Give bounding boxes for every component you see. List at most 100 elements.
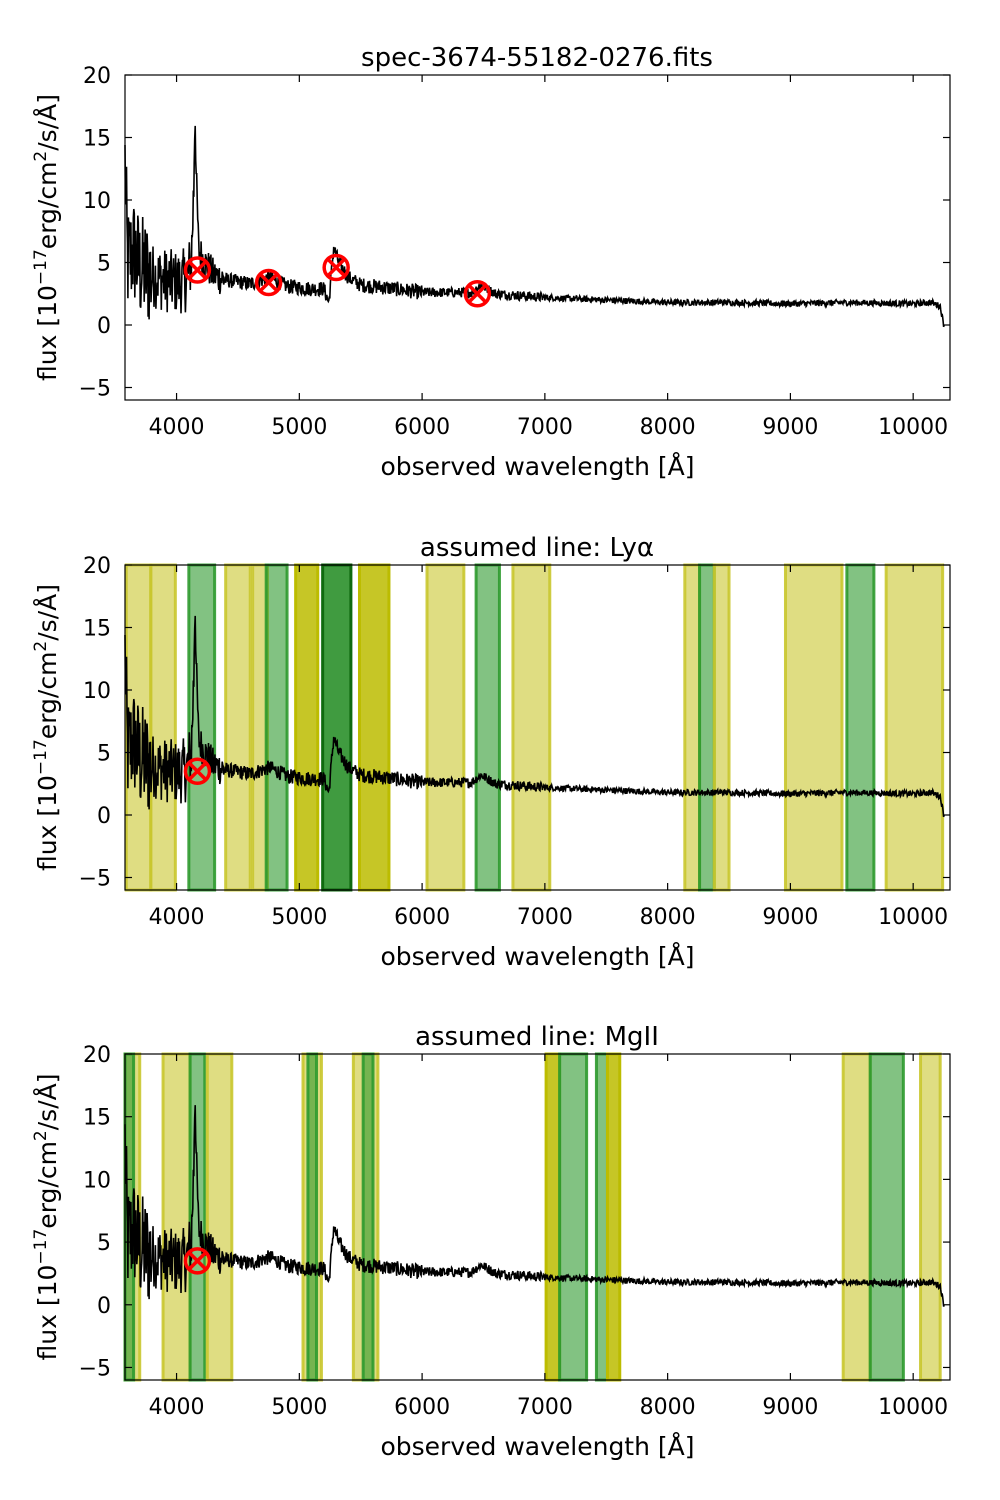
x-tick-label: 7000 <box>517 1395 573 1420</box>
x-tick-label: 7000 <box>517 905 573 930</box>
x-ticks: 4000 5000 6000 7000 8000 9000 10000 <box>149 565 948 930</box>
line-band-yellow <box>205 1052 234 1382</box>
line-band-yellow <box>783 563 844 892</box>
y-ticks: −5 0 5 10 15 20 <box>79 554 950 892</box>
line-band-green <box>868 1052 905 1382</box>
line-band-olive <box>357 563 391 892</box>
y-tick-label: 15 <box>83 617 111 642</box>
line-markers <box>183 253 492 308</box>
line-band-darkgreen <box>321 563 353 892</box>
y-tick-label: 20 <box>83 64 111 89</box>
x-tick-label: 10000 <box>878 905 948 930</box>
line-band-green <box>264 563 289 892</box>
line-band-olive <box>605 1052 622 1382</box>
x-ticks: 4000 5000 6000 7000 8000 9000 10000 <box>149 1054 948 1420</box>
line-marker <box>322 253 350 282</box>
y-tick-label: 20 <box>83 554 111 579</box>
line-bands <box>123 1052 942 1382</box>
line-band-green <box>306 1052 319 1382</box>
line-band-green <box>474 563 501 892</box>
y-tick-label: 10 <box>83 1168 111 1193</box>
x-tick-label: 4000 <box>149 905 205 930</box>
line-band-olive <box>294 563 320 892</box>
panel-title: assumed line: Lyα <box>420 533 654 563</box>
line-bands <box>124 563 945 892</box>
spectrum-trace <box>124 125 945 328</box>
line-markers <box>183 757 212 785</box>
line-marker <box>463 280 492 308</box>
y-tick-label: 0 <box>97 314 111 339</box>
x-tick-label: 9000 <box>762 905 818 930</box>
x-ticks: 4000 5000 6000 7000 8000 9000 10000 <box>149 75 948 440</box>
line-marker <box>183 256 212 284</box>
x-tick-label: 5000 <box>271 415 327 440</box>
x-axis-label: observed wavelength [Å] <box>380 1432 694 1461</box>
spectrum-line <box>124 125 945 328</box>
line-marker <box>254 268 283 297</box>
y-tick-label: 5 <box>97 252 111 277</box>
y-axis-label: flux [10−17erg/cm2/s/Å] <box>31 94 62 381</box>
y-tick-label: 5 <box>97 742 111 767</box>
x-tick-label: 5000 <box>271 905 327 930</box>
x-tick-label: 10000 <box>878 415 948 440</box>
line-band-yellow <box>224 563 252 892</box>
x-tick-label: 8000 <box>640 905 696 930</box>
panel-title: spec-3674-55182-0276.fits <box>361 43 713 73</box>
line-band-yellow <box>511 563 552 892</box>
y-tick-label: 10 <box>83 679 111 704</box>
plot-frame <box>124 74 951 401</box>
panel-title: assumed line: MgII <box>415 1022 659 1052</box>
line-band-yellow <box>919 1052 942 1382</box>
spectrum-line <box>124 615 945 818</box>
plot-frame <box>124 564 951 891</box>
y-tick-label: 5 <box>97 1231 111 1256</box>
line-band-green <box>594 1052 609 1382</box>
x-axis-label: observed wavelength [Å] <box>380 452 694 481</box>
panel-mgii: assumed line: MgII 4000 5000 6000 7000 8000 9… <box>31 1022 951 1461</box>
line-band-green <box>558 1052 589 1382</box>
x-tick-label: 6000 <box>394 905 450 930</box>
y-tick-label: 20 <box>83 1043 111 1068</box>
line-band-green <box>187 563 217 892</box>
spectrum-trace <box>124 1105 945 1307</box>
x-tick-label: 6000 <box>394 1395 450 1420</box>
line-band-olive <box>544 1052 562 1382</box>
line-band-green <box>845 563 876 892</box>
line-band-yellow <box>425 563 466 892</box>
y-axis-label: flux [10−17erg/cm2/s/Å] <box>31 584 62 871</box>
spectrum-line <box>124 1105 945 1307</box>
y-tick-label: −5 <box>79 1356 111 1381</box>
panel-lya: assumed line: Lyα 4000 5000 6000 7000 8000 90… <box>31 533 951 971</box>
line-band-yellow <box>161 1052 192 1382</box>
y-ticks: −5 0 5 10 15 20 <box>79 64 950 402</box>
panel-observed: spec-3674-55182-0276.fits 4000 5000 6000 70… <box>31 43 951 481</box>
x-tick-label: 4000 <box>149 1395 205 1420</box>
line-marker <box>183 1247 212 1275</box>
line-band-green <box>698 563 716 892</box>
y-tick-label: 0 <box>97 1294 111 1319</box>
y-tick-label: 15 <box>83 1106 111 1131</box>
x-tick-label: 8000 <box>640 415 696 440</box>
y-tick-label: −5 <box>79 377 111 402</box>
spectrum-trace <box>124 615 945 818</box>
line-band-green <box>361 1052 375 1382</box>
line-band-yellow <box>149 563 177 892</box>
y-tick-label: −5 <box>79 867 111 892</box>
y-tick-label: 10 <box>83 189 111 214</box>
x-tick-label: 6000 <box>394 415 450 440</box>
y-tick-label: 0 <box>97 804 111 829</box>
x-tick-label: 5000 <box>271 1395 327 1420</box>
x-tick-label: 8000 <box>640 1395 696 1420</box>
line-marker <box>183 757 212 785</box>
x-tick-label: 7000 <box>517 415 573 440</box>
y-ticks: −5 0 5 10 15 20 <box>79 1043 950 1381</box>
x-tick-label: 9000 <box>762 1395 818 1420</box>
line-band-yellow <box>683 563 702 892</box>
line-band-yellow <box>712 563 731 892</box>
x-tick-label: 10000 <box>878 1395 948 1420</box>
line-band-yellow <box>884 563 945 892</box>
x-tick-label: 9000 <box>762 415 818 440</box>
y-tick-label: 15 <box>83 127 111 152</box>
x-axis-label: observed wavelength [Å] <box>380 942 694 971</box>
